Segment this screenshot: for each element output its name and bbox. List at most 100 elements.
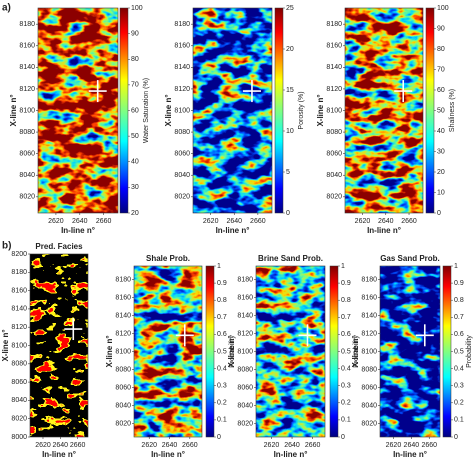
x-axis-label: In-line n°: [393, 450, 427, 459]
colorbar: [442, 265, 452, 438]
y-tick-label: 8180: [237, 276, 253, 283]
colorbar: [425, 7, 435, 214]
x-tick-label: 2640: [226, 218, 242, 225]
y-tick-label: 8020: [11, 416, 27, 423]
y-tick-label: 8040: [326, 172, 342, 179]
colorbar-tick-label: 0.9: [341, 280, 351, 287]
colorbar-tick-label: 0.7: [454, 314, 464, 321]
x-tick-label: 2640: [404, 442, 420, 449]
panel-title: Shale Prob.: [146, 254, 190, 263]
y-tick-label: 8140: [326, 64, 342, 71]
x-tick-label: 2640: [378, 218, 394, 225]
y-tick-label: 8060: [11, 379, 27, 386]
y-tick-label: 8180: [115, 276, 131, 283]
colorbar-tick-label: 1: [454, 263, 458, 270]
y-tick-label: 8100: [11, 342, 27, 349]
y-tick-label: 8180: [19, 21, 35, 28]
colorbar-tick-label: 0.4: [341, 365, 351, 372]
colorbar-tick-label: 0.3: [454, 383, 464, 390]
y-tick-label: 8120: [361, 330, 377, 337]
colorbar-tick-label: 5: [286, 169, 290, 176]
y-tick-label: 8100: [115, 348, 131, 355]
colorbar-tick-label: 0.1: [454, 417, 464, 424]
colorbar-tick-label: 100: [131, 5, 143, 12]
colorbar-tick-label: 0: [454, 434, 458, 441]
colorbar: [329, 265, 339, 438]
panel-label: a): [2, 3, 11, 14]
x-tick-label: 2640: [284, 442, 300, 449]
x-tick-label: 2620: [264, 442, 280, 449]
colorbar-tick-label: 0.6: [217, 331, 227, 338]
y-tick-label: 8020: [361, 420, 377, 427]
y-tick-label: 8060: [237, 384, 253, 391]
colorbar-tick-label: 0.5: [341, 348, 351, 355]
y-tick-label: 8020: [174, 194, 190, 201]
y-tick-label: 8160: [361, 294, 377, 301]
heatmap-image: [134, 266, 202, 437]
x-tick-label: 2620: [355, 218, 371, 225]
y-tick-label: 8080: [237, 366, 253, 373]
colorbar-tick-label: 80: [437, 46, 445, 53]
y-tick-label: 8080: [11, 361, 27, 368]
colorbar-tick-label: 10: [437, 189, 445, 196]
colorbar: [119, 7, 129, 214]
y-tick-label: 8140: [115, 312, 131, 319]
y-axis-label: X-line n°: [316, 94, 325, 126]
colorbar-tick-label: 60: [131, 107, 139, 114]
colorbar-tick-label: 0.8: [454, 297, 464, 304]
y-tick-label: 8100: [237, 348, 253, 355]
y-axis-label: X-line n°: [351, 335, 360, 367]
y-tick-label: 8160: [115, 294, 131, 301]
x-tick-label: 2620: [386, 442, 402, 449]
x-tick-label: 2640: [162, 442, 178, 449]
y-tick-label: 8040: [11, 397, 27, 404]
x-tick-label: 2660: [421, 442, 437, 449]
colorbar-tick-label: 0.5: [454, 348, 464, 355]
y-tick-label: 8080: [326, 129, 342, 136]
y-tick-label: 8180: [361, 276, 377, 283]
y-tick-label: 8180: [326, 21, 342, 28]
y-tick-label: 8080: [174, 129, 190, 136]
heatmap-image: [193, 8, 272, 213]
colorbar-tick-label: 25: [286, 5, 294, 12]
colorbar-tick-label: 20: [131, 210, 139, 217]
colorbar: [205, 265, 215, 438]
y-tick-label: 8040: [174, 172, 190, 179]
x-tick-label: 2660: [305, 442, 321, 449]
x-tick-label: 2620: [35, 442, 51, 449]
x-axis-label: In-line n°: [61, 226, 95, 235]
y-tick-label: 8020: [237, 420, 253, 427]
y-tick-label: 8120: [174, 86, 190, 93]
colorbar-tick-label: 0.1: [341, 417, 351, 424]
colorbar-tick-label: 40: [131, 159, 139, 166]
colorbar-tick-label: 0.5: [217, 348, 227, 355]
colorbar-tick-label: 0.2: [217, 400, 227, 407]
x-tick-label: 2660: [96, 218, 112, 225]
y-tick-label: 8100: [174, 107, 190, 114]
y-axis-label: X-line n°: [164, 94, 173, 126]
x-tick-label: 2660: [70, 442, 86, 449]
colorbar-tick-label: 1: [341, 263, 345, 270]
colorbar-tick-label: 90: [131, 30, 139, 37]
heatmap-image: [30, 254, 88, 437]
y-axis-label: X-line n°: [105, 335, 114, 367]
y-tick-label: 8020: [326, 194, 342, 201]
y-tick-label: 8060: [19, 151, 35, 158]
y-tick-label: 8040: [19, 172, 35, 179]
y-tick-label: 8000: [11, 434, 27, 441]
colorbar-tick-label: 70: [437, 66, 445, 73]
colorbar-tick-label: 0.6: [341, 331, 351, 338]
colorbar-tick-label: 60: [437, 87, 445, 94]
x-tick-label: 2620: [203, 218, 219, 225]
y-tick-label: 8200: [11, 251, 27, 258]
y-tick-label: 8040: [115, 402, 131, 409]
x-axis-label: In-line n°: [274, 450, 308, 459]
y-tick-label: 8120: [19, 86, 35, 93]
heatmap-image: [38, 8, 118, 213]
y-tick-label: 8060: [326, 151, 342, 158]
y-tick-label: 8140: [237, 312, 253, 319]
colorbar-tick-label: 0.7: [341, 314, 351, 321]
panel-title: Pred. Facies: [35, 242, 83, 251]
y-tick-label: 8160: [237, 294, 253, 301]
colorbar-tick-label: 0.7: [217, 314, 227, 321]
